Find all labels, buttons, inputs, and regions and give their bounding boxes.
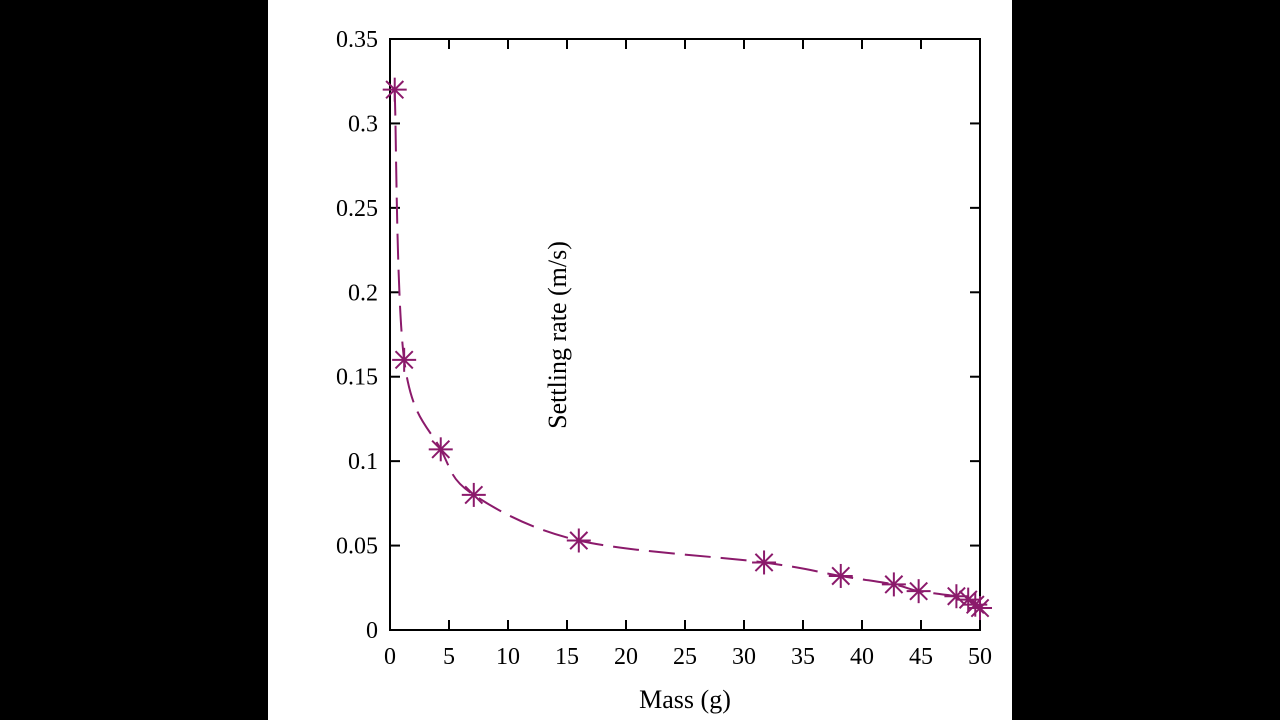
data-point: [968, 596, 992, 621]
x-axis-label: Mass (g): [639, 685, 731, 714]
y-tick-label: 0.05: [336, 534, 378, 560]
y-tick-label: 0.2: [348, 280, 378, 306]
y-tick-label: 0: [366, 618, 378, 644]
data-point: [906, 579, 931, 604]
y-tick-labels: 0 0.05 0.1 0.15 0.2 0.25 0.3 0.35: [336, 27, 378, 644]
y-axis-label: Settling rate (m/s): [543, 241, 572, 429]
data-point: [752, 550, 777, 575]
x-tick-label: 45: [909, 644, 933, 670]
x-tick-label: 5: [443, 644, 455, 670]
y-tick-label: 0.1: [348, 449, 378, 475]
y-tick-label: 0.25: [336, 196, 378, 222]
x-tick-label: 0: [384, 644, 396, 670]
y-tick-label: 0.35: [336, 27, 378, 53]
x-tick-label: 20: [614, 644, 638, 670]
x-tick-label: 25: [673, 644, 697, 670]
data-point: [881, 572, 906, 597]
x-tick-label: 15: [555, 644, 579, 670]
data-point: [566, 528, 591, 553]
y-tick-label: 0.3: [348, 111, 378, 137]
data-point: [428, 437, 453, 462]
data-point: [828, 563, 853, 588]
x-tick-label: 30: [732, 644, 756, 670]
data-point: [392, 347, 417, 372]
plot-frame: [389, 38, 981, 631]
axis-ticks: [389, 38, 981, 631]
data-point: [461, 482, 486, 507]
x-tick-label: 50: [968, 644, 992, 670]
series-markers: [382, 77, 992, 621]
chart-panel: 0 5 10 15 20 25 30 35 40 45 50 0 0.05 0.1 0.15 0.2 0.25…: [268, 0, 1012, 720]
y-tick-label: 0.15: [336, 365, 378, 391]
x-tick-label: 10: [496, 644, 520, 670]
data-point: [382, 77, 407, 102]
x-tick-label: 40: [850, 644, 874, 670]
chart-svg: 0 5 10 15 20 25 30 35 40 45 50 0 0.05 0.1 0.15 0.2 0.25…: [336, 27, 992, 714]
series-line: [393, 89, 981, 609]
x-tick-labels: 0 5 10 15 20 25 30 35 40 45 50: [384, 644, 992, 670]
x-tick-label: 35: [791, 644, 815, 670]
